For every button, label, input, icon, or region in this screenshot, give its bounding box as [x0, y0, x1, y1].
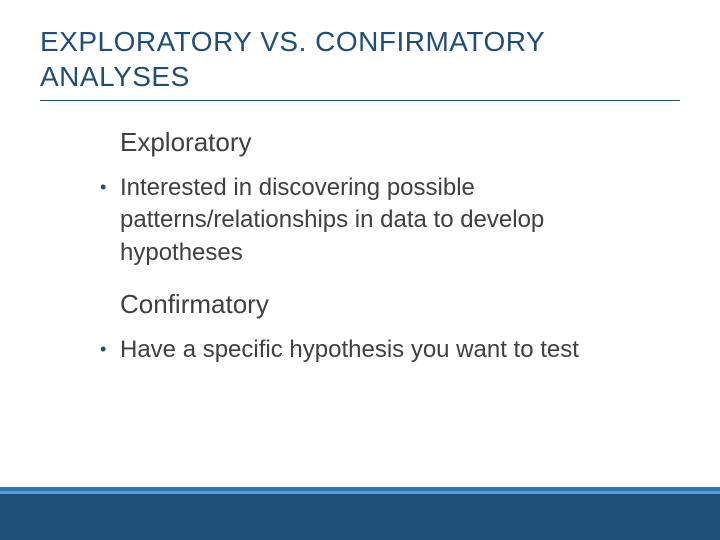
slide-title: EXPLORATORY VS. CONFIRMATORY ANALYSES: [40, 24, 680, 101]
footer-block: [0, 494, 720, 540]
slide-footer: [0, 487, 720, 540]
bullet-marker-icon: •: [100, 334, 120, 364]
section-heading-confirmatory: Confirmatory: [120, 289, 670, 320]
bullet-row: • Interested in discovering possible pat…: [100, 172, 670, 269]
bullet-row: • Have a specific hypothesis you want to…: [100, 334, 670, 366]
section-heading-exploratory: Exploratory: [120, 127, 670, 158]
bullet-text: Have a specific hypothesis you want to t…: [120, 334, 579, 366]
slide-content: Exploratory • Interested in discovering …: [40, 127, 680, 367]
bullet-text: Interested in discovering possible patte…: [120, 172, 670, 269]
bullet-marker-icon: •: [100, 172, 120, 202]
slide: EXPLORATORY VS. CONFIRMATORY ANALYSES Ex…: [0, 0, 720, 540]
